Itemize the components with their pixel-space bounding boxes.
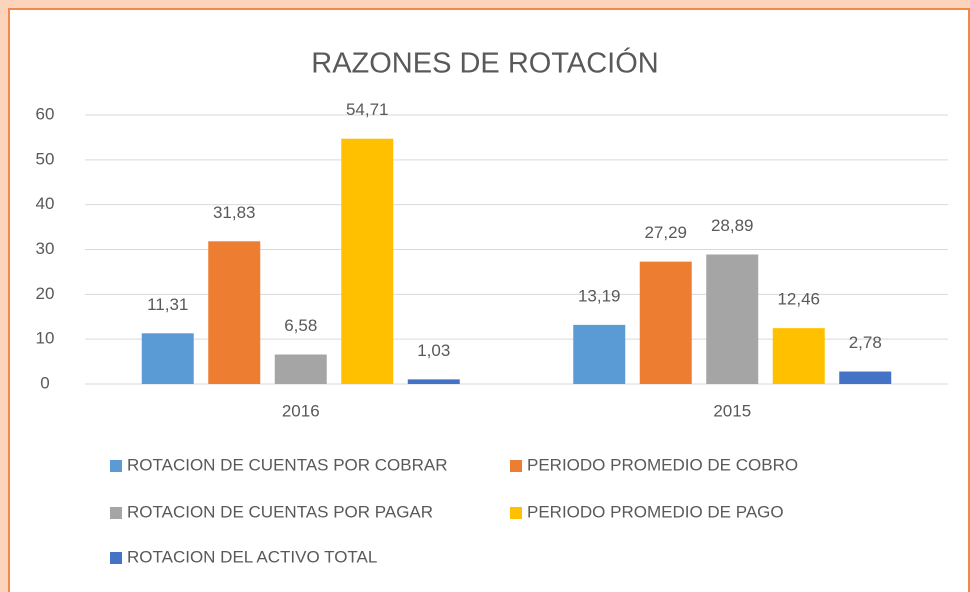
legend-swatch <box>110 552 122 564</box>
bar <box>772 328 825 384</box>
y-tick-label: 40 <box>36 194 55 213</box>
y-tick-label: 20 <box>36 284 55 303</box>
bar <box>341 138 394 384</box>
bar <box>839 371 892 384</box>
legend-swatch <box>510 460 522 472</box>
bar <box>208 241 261 384</box>
data-label: 54,71 <box>346 100 389 119</box>
legend-swatch <box>510 507 522 519</box>
data-label: 2,78 <box>849 333 882 352</box>
data-label: 13,19 <box>578 286 621 305</box>
legend-label: PERIODO PROMEDIO DE COBRO <box>527 455 798 474</box>
y-tick-label: 0 <box>40 373 49 392</box>
data-label: 6,58 <box>284 316 317 335</box>
x-tick-label: 2015 <box>713 401 751 420</box>
y-tick-label: 60 <box>36 104 55 123</box>
legend-label: ROTACION DE CUENTAS POR COBRAR <box>127 455 448 474</box>
x-tick-label: 2016 <box>282 401 320 420</box>
legend-label: ROTACION DEL ACTIVO TOTAL <box>127 547 377 566</box>
legend-label: ROTACION DE CUENTAS POR PAGAR <box>127 502 433 521</box>
data-label: 11,31 <box>147 295 188 314</box>
bar <box>407 379 460 384</box>
legend-swatch <box>110 507 122 519</box>
data-label: 27,29 <box>644 223 687 242</box>
bar <box>274 354 327 384</box>
chart-title: RAZONES DE ROTACIÓN <box>311 47 659 80</box>
bar <box>639 261 692 384</box>
data-label: 1,03 <box>417 341 450 360</box>
data-label: 12,46 <box>777 290 820 309</box>
legend-swatch <box>110 460 122 472</box>
legend-label: PERIODO PROMEDIO DE PAGO <box>527 502 784 521</box>
bar <box>706 254 759 384</box>
bar <box>573 324 626 384</box>
bar <box>141 333 194 384</box>
data-label: 31,83 <box>213 203 256 222</box>
y-tick-label: 30 <box>36 239 55 258</box>
frame <box>8 8 970 592</box>
data-label: 28,89 <box>711 216 754 235</box>
y-tick-label: 50 <box>36 149 55 168</box>
y-tick-label: 10 <box>36 329 55 348</box>
